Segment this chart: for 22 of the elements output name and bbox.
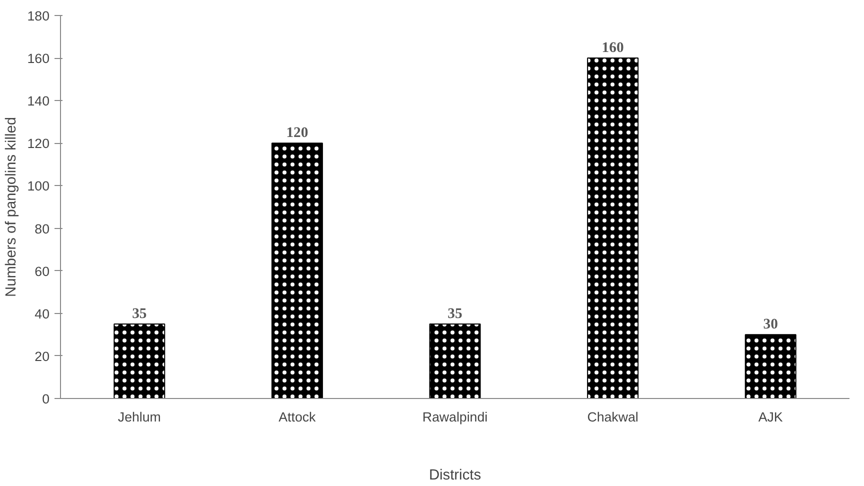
data-label: 35 — [132, 306, 147, 322]
y-tick-label: 120 — [27, 136, 50, 152]
data-label: 160 — [602, 40, 624, 56]
y-axis-title: Numbers of pangolins killed — [3, 116, 20, 298]
y-tick-label: 40 — [34, 306, 50, 322]
x-tick-label: Chakwal — [587, 410, 638, 424]
x-tick-label: AJK — [758, 410, 783, 424]
x-tick-label: Jehlum — [118, 410, 161, 424]
data-label: 120 — [286, 125, 308, 142]
y-tick-label: 180 — [27, 8, 50, 24]
y-tick-label: 20 — [34, 348, 50, 364]
data-label: 35 — [448, 306, 462, 322]
y-tick-label: 100 — [27, 178, 50, 194]
y-tick-label: 160 — [27, 51, 50, 66]
x-tick-label: Rawalpindi — [422, 410, 488, 424]
x-axis-title: Districts — [428, 468, 482, 484]
x-tick-label: Attock — [278, 410, 316, 424]
data-label: 30 — [763, 316, 778, 333]
y-tick-label: 60 — [34, 264, 50, 279]
y-tick-label: 0 — [42, 392, 50, 406]
y-tick-label: 80 — [34, 221, 50, 236]
y-tick-label: 140 — [27, 94, 50, 109]
